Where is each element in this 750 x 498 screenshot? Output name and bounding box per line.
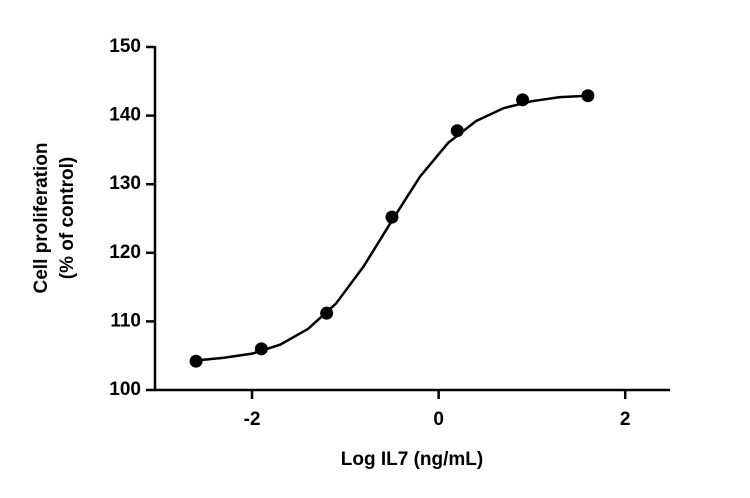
data-point	[581, 89, 595, 103]
data-point	[254, 342, 268, 356]
x-tick-label: 2	[620, 409, 631, 430]
x-tick-label: 0	[433, 409, 444, 430]
data-point	[450, 124, 464, 138]
y-tick-label: 140	[109, 105, 141, 126]
x-axis-title: Log IL7 (ng/mL)	[341, 449, 483, 470]
y-tick-label: 130	[109, 173, 141, 194]
y-axis-title: Cell proliferation	[31, 143, 52, 294]
data-point	[516, 93, 530, 107]
fit-curve	[195, 94, 588, 362]
x-tick-label: -2	[244, 409, 261, 430]
y-axis-title: (% of control)	[57, 157, 78, 279]
y-tick-label: 150	[109, 36, 141, 57]
data-point	[385, 210, 399, 224]
y-tick-label: 120	[109, 242, 141, 263]
y-tick-label: 100	[109, 379, 141, 400]
y-tick-label: 110	[110, 310, 141, 331]
data-point	[189, 354, 203, 368]
data-point	[320, 306, 334, 320]
